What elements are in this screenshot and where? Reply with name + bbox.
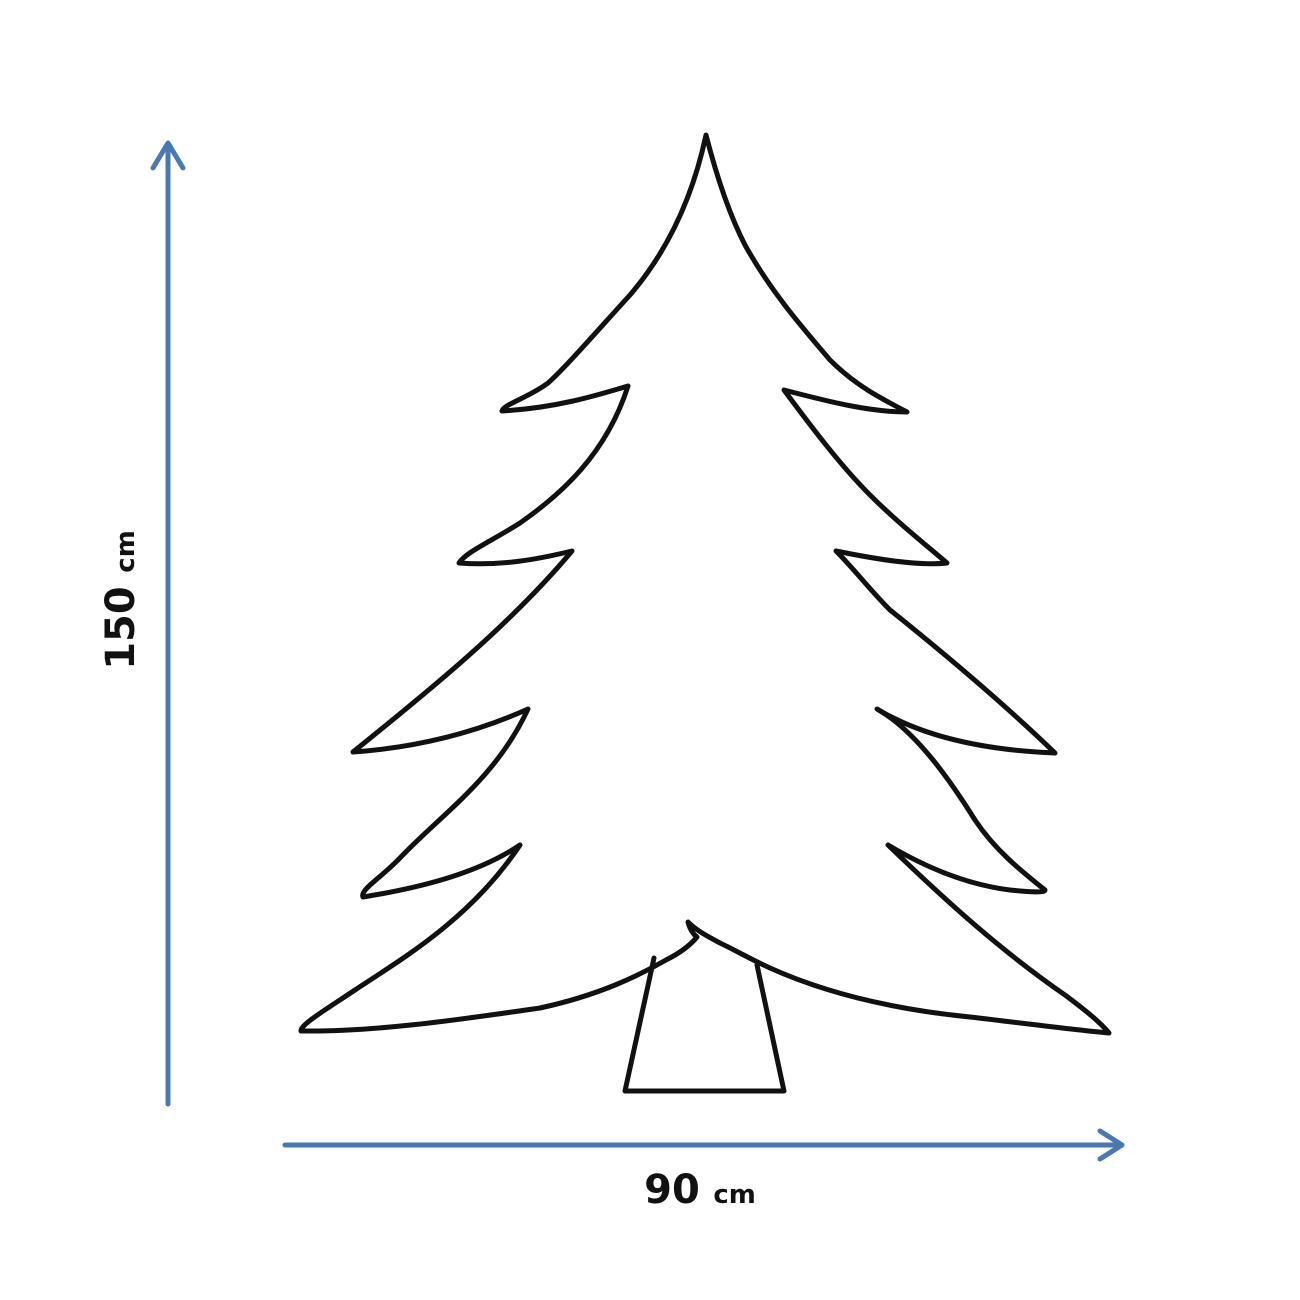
height-arrow-icon: [153, 143, 183, 1104]
height-unit: cm: [111, 530, 141, 573]
width-unit: cm: [713, 1180, 756, 1210]
tree-trunk-outline: [625, 958, 784, 1091]
christmas-tree-outline-icon: [301, 135, 1109, 1091]
width-label: 90 cm: [644, 1167, 756, 1213]
width-arrow-icon: [285, 1131, 1122, 1159]
width-value: 90: [644, 1167, 700, 1213]
tree-foliage-outline: [301, 135, 1109, 1033]
height-value: 150: [98, 586, 144, 670]
height-label: 150 cm: [98, 530, 144, 670]
